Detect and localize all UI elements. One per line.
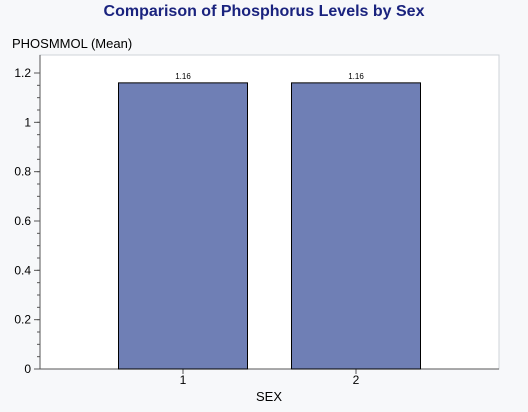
y-tick-label: 0.8 xyxy=(14,165,31,179)
y-tick-label: 1 xyxy=(24,115,31,129)
y-tick-label: 0 xyxy=(24,362,31,376)
y-tick-label: 0.2 xyxy=(14,313,31,327)
bar xyxy=(118,82,248,370)
bar-data-label: 1.16 xyxy=(348,72,364,81)
x-tick-label: 1 xyxy=(180,373,187,387)
y-axis: 0 0.2 0.4 0.6 0.8 1 1.2 xyxy=(14,55,41,376)
bar xyxy=(291,82,421,370)
plot-area xyxy=(39,54,500,370)
chart-title: Comparison of Phosphorus Levels by Sex xyxy=(104,3,425,20)
bar-data-label: 1.16 xyxy=(175,72,191,81)
y-axis-label: PHOSMMOL (Mean) xyxy=(12,36,132,51)
y-tick-label: 0.6 xyxy=(14,214,31,228)
bars-group: 1.16 1.16 xyxy=(118,72,421,370)
y-tick-label: 0.4 xyxy=(14,263,31,277)
x-tick-label: 2 xyxy=(353,373,360,387)
x-axis-label: SEX xyxy=(256,389,282,404)
y-tick-label: 1.2 xyxy=(14,66,31,80)
